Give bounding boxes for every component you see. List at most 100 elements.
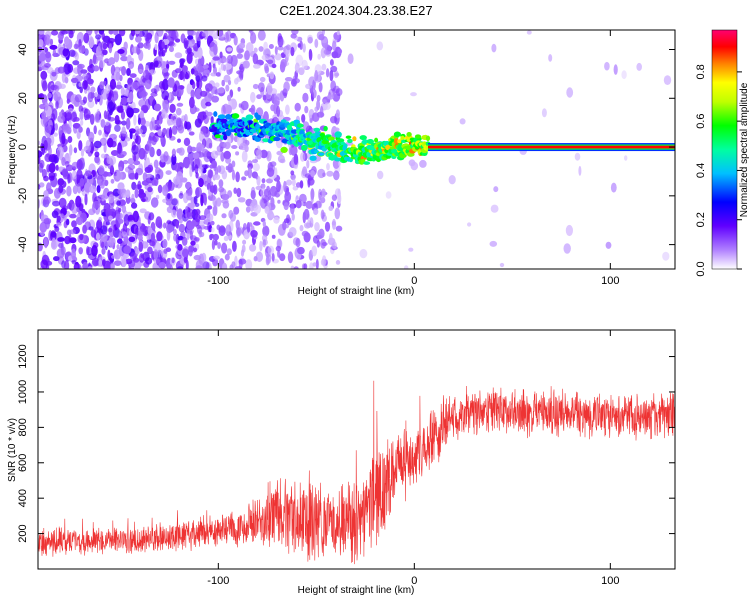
spectrogram-noise-blob	[241, 150, 248, 163]
spectrogram-noise-blob	[171, 257, 175, 264]
spectrogram-noise-blob	[256, 175, 261, 186]
spectrogram-noise-blob	[137, 42, 144, 49]
spectrogram-noise-blob	[176, 117, 182, 128]
spectrogram-noise-blob	[167, 77, 175, 88]
spectrogram-noise-blob	[171, 198, 178, 206]
spectrogram-noise-blob	[44, 101, 49, 111]
spectrogram-noise-blob	[86, 78, 94, 85]
spectrogram-noise-blob	[624, 155, 628, 161]
spectrogram-noise-blob	[87, 100, 95, 109]
spectrogram-noise-blob	[88, 131, 95, 142]
spectrogram-noise-blob	[58, 111, 63, 118]
spectrogram-noise-blob	[271, 252, 275, 262]
spectrogram-noise-blob	[118, 166, 123, 172]
spectrogram-noise-blob	[299, 180, 304, 189]
spectrogram-noise-blob	[301, 114, 306, 123]
spectrogram-noise-blob	[53, 132, 58, 137]
spectrogram-noise-blob	[262, 225, 270, 237]
spectrogram-noise-blob	[145, 257, 153, 265]
spectrogram-noise-blob	[135, 35, 142, 43]
spectrogram-noise-blob	[93, 140, 102, 149]
colorbar-title: Normalized spectral amplitude	[739, 82, 750, 217]
spectrogram-noise-blob	[141, 180, 149, 186]
spectrogram-panel: -100 0 100 -40 -20 0 20 40 Height of straight l…	[7, 29, 676, 297]
spectrogram-noise-blob	[270, 197, 275, 208]
spectrogram-noise-blob	[294, 62, 300, 73]
spectrogram-noise-blob	[223, 141, 231, 149]
spectrogram-noise-blob	[276, 105, 281, 117]
spectrogram-noise-blob	[211, 160, 217, 169]
spectrogram-noise-blob	[53, 154, 59, 164]
spectrogram-noise-blob	[258, 82, 265, 93]
spectrogram-noise-blob	[126, 68, 131, 76]
spectrogram-noise-blob	[302, 166, 308, 177]
spectrogram-noise-blob	[113, 50, 120, 63]
spectrogram-noise-blob	[38, 198, 41, 209]
spectrogram-noise-blob	[134, 188, 139, 199]
spectrogram-noise-blob	[63, 63, 71, 75]
spectrogram-noise-blob	[202, 64, 209, 69]
spectrogram-noise-blob	[257, 30, 266, 41]
spectrogram-signal-blob	[334, 157, 342, 162]
spectrogram-noise-blob	[183, 37, 188, 49]
spectrogram-noise-blob	[188, 30, 197, 36]
spectrogram-noise-blob	[169, 46, 174, 53]
spectrogram-noise-blob	[56, 215, 61, 223]
spectrogram-noise-blob	[49, 38, 54, 46]
spectrogram-noise-blob	[293, 153, 299, 165]
spectrogram-noise-blob	[185, 259, 189, 269]
spectrogram-noise-blob	[225, 224, 232, 237]
spectrogram-noise-blob	[54, 226, 60, 232]
spectrogram-noise-blob	[218, 225, 226, 237]
spectrogram-noise-blob	[48, 125, 52, 135]
spectrogram-noise-blob	[227, 79, 232, 86]
spectrogram-noise-blob	[135, 227, 139, 240]
spectrogram-noise-blob	[49, 44, 58, 50]
spectrogram-noise-blob	[105, 83, 111, 94]
spectrogram-noise-blob	[67, 202, 72, 210]
spectrogram-noise-blob	[326, 44, 331, 53]
spectrogram-noise-blob	[118, 30, 126, 37]
spectrogram-noise-blob	[262, 220, 266, 228]
spectrogram-noise-blob	[292, 186, 299, 191]
spectrogram-noise-blob	[326, 163, 330, 171]
spectrogram-noise-blob	[163, 32, 168, 40]
spectrogram-noise-blob	[129, 73, 137, 78]
spectrogram-noise-blob	[127, 158, 135, 165]
spectrogram-noise-blob	[48, 162, 56, 173]
spectrogram-noise-blob	[179, 70, 185, 80]
spectrogram-noise-blob	[155, 219, 162, 227]
spectrogram-noise-blob	[67, 173, 71, 184]
spectrogram-noise-blob	[61, 132, 66, 145]
spectrogram-noise-blob	[108, 57, 116, 65]
spectrogram-y-tick-label: -40	[17, 237, 29, 253]
spectrogram-noise-blob	[217, 242, 222, 249]
spectrogram-noise-blob	[186, 83, 193, 95]
spectrogram-noise-blob	[212, 56, 220, 61]
spectrogram-noise-blob	[237, 86, 241, 92]
spectrogram-noise-blob	[259, 198, 265, 207]
spectrogram-noise-blob	[87, 266, 93, 269]
spectrogram-noise-blob	[245, 259, 253, 269]
spectrogram-noise-blob	[85, 170, 92, 177]
spectrogram-noise-blob	[328, 232, 333, 244]
spectrogram-noise-blob	[297, 246, 305, 255]
spectrogram-noise-blob	[46, 153, 50, 158]
spectrogram-noise-blob	[154, 43, 158, 51]
spectrogram-noise-blob	[95, 113, 100, 121]
spectrogram-noise-blob	[116, 200, 121, 207]
spectrogram-noise-blob	[309, 262, 314, 269]
spectrogram-noise-blob	[72, 60, 80, 66]
spectrogram-noise-blob	[255, 251, 263, 263]
spectrogram-signal-blob	[374, 137, 379, 143]
spectrogram-noise-blob	[225, 104, 232, 115]
spectrogram-noise-blob	[233, 206, 240, 215]
spectrogram-noise-blob	[54, 123, 58, 131]
spectrogram-noise-blob	[242, 239, 247, 245]
spectrogram-noise-blob	[303, 263, 308, 269]
spectrogram-noise-blob	[187, 202, 196, 208]
spectrogram-noise-blob	[199, 215, 207, 221]
spectrogram-noise-blob	[266, 59, 274, 65]
spectrogram-signal-blob	[334, 131, 342, 138]
spectrogram-noise-blob	[236, 53, 243, 59]
